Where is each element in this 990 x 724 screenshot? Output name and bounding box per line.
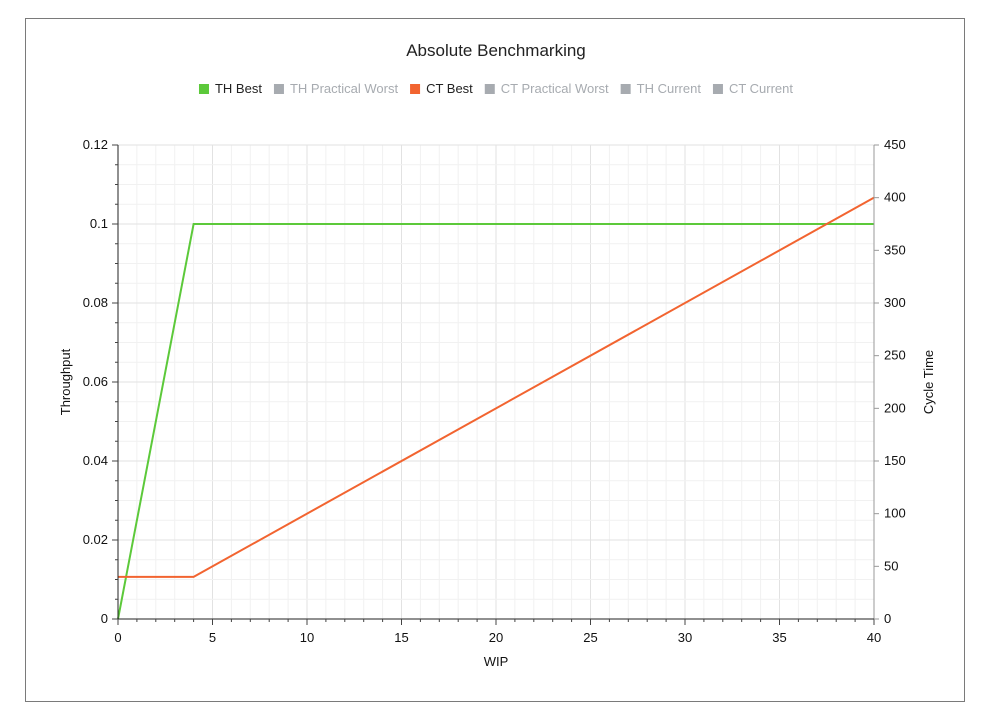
x-tick-label: 5	[209, 630, 216, 645]
legend-item-ct-practical-worst-label[interactable]: CT Practical Worst	[501, 81, 609, 96]
y-right-tick-label: 250	[884, 348, 906, 363]
y-right-tick-label: 100	[884, 506, 906, 521]
x-axis-title: WIP	[484, 654, 509, 669]
legend-item-th-best-swatch	[198, 84, 209, 94]
x-tick-label: 0	[114, 630, 121, 645]
y-right-tick-label: 50	[884, 558, 898, 573]
y-right-tick-label: 350	[884, 242, 906, 257]
y-right-tick-label: 300	[884, 295, 906, 310]
x-tick-label: 10	[300, 630, 314, 645]
legend-item-ct-current-swatch	[712, 84, 723, 94]
y-left-tick-label: 0.04	[83, 453, 108, 468]
y-right-tick-label: 200	[884, 400, 906, 415]
y-left-tick-label: 0.02	[83, 532, 108, 547]
x-tick-label: 25	[583, 630, 597, 645]
y-left-tick-label: 0	[101, 611, 108, 626]
y-right-tick-label: 0	[884, 611, 891, 626]
x-tick-label: 15	[394, 630, 408, 645]
series-layer	[117, 196, 875, 620]
legend-item-ct-practical-worst-swatch	[484, 84, 495, 94]
axes-layer: 00.020.040.060.080.10.120501001502002503…	[83, 137, 906, 645]
series-line-ct-best	[118, 196, 875, 578]
legend-item-ct-best-label[interactable]: CT Best	[426, 81, 473, 96]
y-right-tick-label: 450	[884, 137, 906, 152]
y-left-tick-label: 0.08	[83, 295, 108, 310]
x-tick-label: 40	[867, 630, 881, 645]
y-left-tick-label: 0.12	[83, 137, 108, 152]
legend-item-th-practical-worst-swatch	[273, 84, 284, 94]
x-tick-label: 20	[489, 630, 503, 645]
x-tick-label: 35	[772, 630, 786, 645]
legend-item-th-best-label[interactable]: TH Best	[215, 81, 262, 96]
legend-item-ct-current-label[interactable]: CT Current	[729, 81, 793, 96]
y-left-tick-label: 0.1	[90, 216, 108, 231]
legend[interactable]: TH Best TH Practical Worst CT Best CT Pract…	[198, 81, 793, 96]
y-right-tick-label: 400	[884, 190, 906, 205]
legend-item-th-current-swatch	[620, 84, 631, 94]
chart-frame	[25, 18, 965, 702]
y-left-axis-title: Throughput	[58, 348, 73, 415]
legend-item-ct-best-swatch	[410, 84, 421, 94]
series-line-th-best	[117, 223, 874, 620]
legend-item-th-current-label[interactable]: TH Current	[637, 81, 702, 96]
y-right-tick-label: 150	[884, 453, 906, 468]
legend-item-th-practical-worst-label[interactable]: TH Practical Worst	[290, 81, 398, 96]
grid-layer	[117, 144, 875, 620]
chart-title: Absolute Benchmarking	[406, 41, 586, 60]
y-right-axis-title: Cycle Time	[921, 350, 936, 414]
y-left-tick-label: 0.06	[83, 374, 108, 389]
x-tick-label: 30	[678, 630, 692, 645]
